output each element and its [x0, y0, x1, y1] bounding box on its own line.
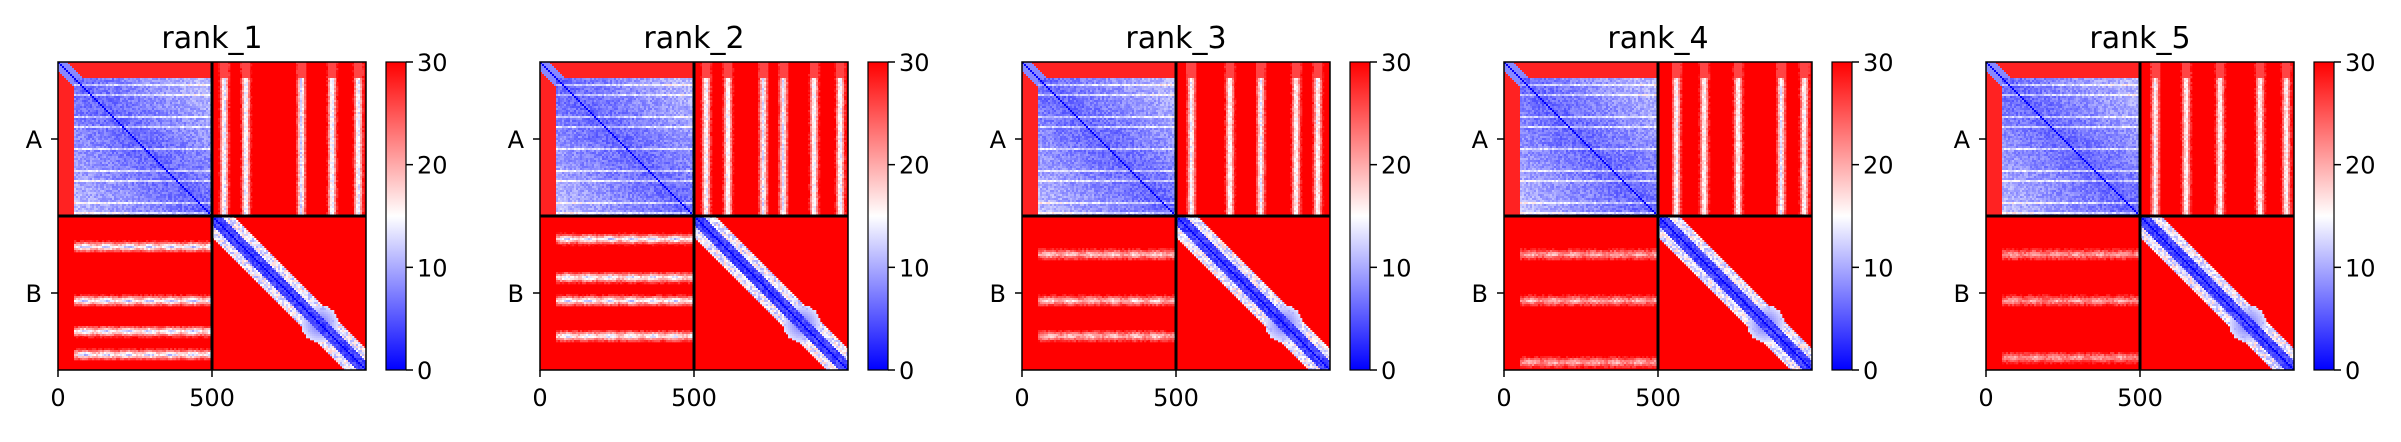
colorbar-tick-label: 10	[2345, 254, 2376, 282]
colorbar-tick-label: 30	[1863, 49, 1894, 77]
panel-1: rank_1 A B 0 500 0 10 20 30	[26, 21, 448, 412]
colorbar-tick-label: 10	[1863, 254, 1894, 282]
y-tick-label: A	[1954, 126, 1971, 154]
y-tick-label: B	[26, 280, 42, 308]
colorbar-tick-label: 30	[899, 49, 930, 77]
colorbar	[386, 62, 406, 370]
x-tick-label: 500	[189, 384, 235, 412]
colorbar-tick-label: 10	[1381, 254, 1412, 282]
colorbar-tick-label: 20	[417, 152, 448, 180]
y-tick-label: A	[26, 126, 43, 154]
panel-title: rank_4	[1607, 21, 1708, 56]
y-tick-label: B	[1472, 280, 1488, 308]
colorbar-tick-label: 0	[1381, 357, 1396, 385]
panel-title: rank_2	[643, 21, 744, 56]
y-tick-label: B	[1954, 280, 1970, 308]
panel-title: rank_1	[161, 21, 262, 56]
x-tick-label: 0	[1014, 384, 1029, 412]
x-tick-label: 0	[532, 384, 547, 412]
colorbar-tick-label: 10	[899, 254, 930, 282]
colorbar	[1350, 62, 1370, 370]
colorbar-tick-label: 0	[2345, 357, 2360, 385]
x-tick-label: 500	[1153, 384, 1199, 412]
panel-3: rank_3 A B 0 500 0 10 20 30	[990, 21, 1412, 412]
colorbar-tick-label: 30	[417, 49, 448, 77]
panel-2: rank_2 A B 0 500 0 10 20 30	[508, 21, 930, 412]
x-tick-label: 500	[671, 384, 717, 412]
x-tick-label: 0	[1978, 384, 1993, 412]
y-tick-label: A	[990, 126, 1007, 154]
colorbar-tick-label: 30	[2345, 49, 2376, 77]
colorbar	[1832, 62, 1852, 370]
y-tick-label: B	[990, 280, 1006, 308]
y-tick-label: A	[508, 126, 525, 154]
panel-4: rank_4 A B 0 500 0 10 20 30	[1472, 21, 1894, 412]
colorbar	[868, 62, 888, 370]
x-tick-label: 0	[50, 384, 65, 412]
panel-title: rank_5	[2089, 21, 2190, 56]
colorbar-tick-label: 20	[1863, 152, 1894, 180]
colorbar	[2314, 62, 2334, 370]
colorbar-tick-label: 10	[417, 254, 448, 282]
y-tick-label: B	[508, 280, 524, 308]
panel-5: rank_5 A B 0 500 0 10 20 30	[1954, 21, 2376, 412]
colorbar-tick-label: 30	[1381, 49, 1412, 77]
colorbar-tick-label: 20	[1381, 152, 1412, 180]
y-tick-label: A	[1472, 126, 1489, 154]
colorbar-tick-label: 20	[899, 152, 930, 180]
colorbar-tick-label: 0	[1863, 357, 1878, 385]
x-tick-label: 500	[1635, 384, 1681, 412]
colorbar-tick-label: 0	[417, 357, 432, 385]
x-tick-label: 0	[1496, 384, 1511, 412]
colorbar-tick-label: 0	[899, 357, 914, 385]
panel-title: rank_3	[1125, 21, 1226, 56]
x-tick-label: 500	[2117, 384, 2163, 412]
colorbar-tick-label: 20	[2345, 152, 2376, 180]
